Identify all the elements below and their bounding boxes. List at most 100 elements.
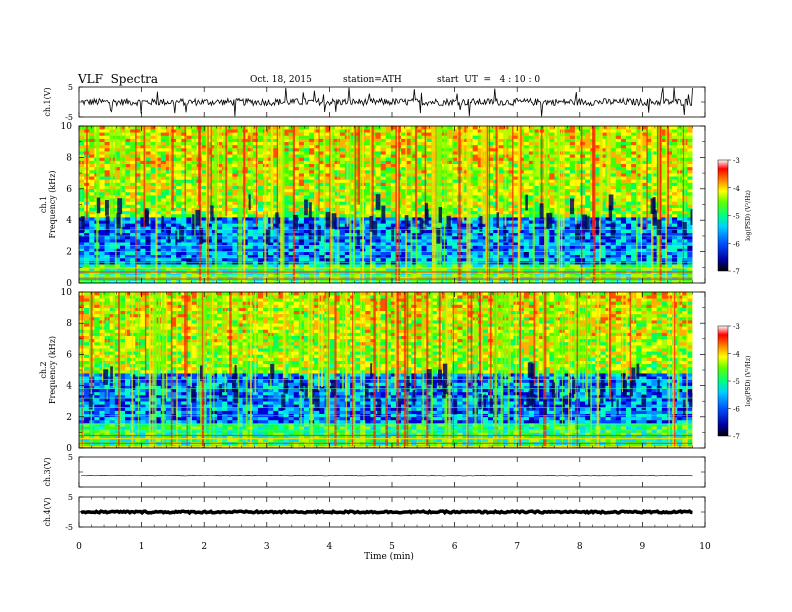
spectrogram-cell <box>493 226 499 230</box>
spectrogram-cell <box>615 195 622 199</box>
spectrogram-cell <box>309 254 315 259</box>
spectrogram-cell <box>523 213 530 218</box>
spectrogram-cell <box>355 273 361 278</box>
spectrogram-cell <box>421 207 427 212</box>
spectrogram-cell <box>222 273 228 278</box>
spectrogram-cell <box>595 245 601 249</box>
spectrogram-cell <box>344 226 351 230</box>
spectrogram-cell <box>227 217 233 221</box>
spectrogram-cell <box>99 257 105 262</box>
spectrogram-cell <box>370 273 376 278</box>
spectrogram-cell <box>646 251 652 256</box>
spectrogram-cell <box>600 251 606 256</box>
spectrogram-cell <box>385 257 392 262</box>
spectrogram-cell <box>257 204 264 208</box>
spectrogram-cell <box>247 217 254 221</box>
spectrogram-cell <box>206 248 213 252</box>
spectrogram-cell <box>646 217 652 221</box>
spectrogram-cell <box>349 254 356 259</box>
spectrogram-cell <box>549 160 555 164</box>
spectrogram-cell <box>631 163 637 168</box>
spectrogram-cell <box>682 217 688 221</box>
spectrogram-cell <box>472 163 479 168</box>
spectrogram-cell <box>201 217 208 221</box>
spectrogram-cell <box>145 273 151 278</box>
spectrogram-cell <box>646 179 652 183</box>
spectrogram-cell <box>155 226 162 230</box>
spectrogram-cell <box>631 235 637 240</box>
spectrogram-cell <box>661 157 668 161</box>
spectrogram-cell <box>421 188 427 193</box>
spectrogram-cell <box>426 226 433 230</box>
spectrogram-cell <box>140 264 146 268</box>
spectrogram-cell <box>390 191 397 196</box>
spectrogram-cell <box>145 251 151 256</box>
spectrogram-cell <box>293 163 300 168</box>
spectrogram-cell <box>176 195 182 199</box>
spectrogram-cell <box>165 248 172 252</box>
spectrogram-cell <box>528 195 535 199</box>
spectrogram-cell <box>319 176 325 180</box>
spectrogram-cell <box>508 191 514 196</box>
spectrogram-cell <box>477 195 484 199</box>
spectrogram-cell <box>150 188 156 193</box>
spectrogram-cell <box>309 173 315 177</box>
spectrogram-cell <box>201 226 208 230</box>
spectrogram-cell <box>605 229 611 234</box>
spectrogram-cell <box>130 160 136 164</box>
spectrogram-cell <box>549 229 555 234</box>
spectrogram-cell <box>426 251 433 256</box>
spectrogram-cell <box>636 264 642 268</box>
spectrogram-cell <box>355 264 361 268</box>
spectrogram-cell <box>380 242 387 246</box>
spectrogram-cell <box>257 179 264 183</box>
spectrogram-cell <box>539 220 545 224</box>
spectrogram-cell <box>534 198 540 202</box>
spectrogram-cell <box>155 204 162 208</box>
spectrogram-cell <box>222 257 228 262</box>
spectrogram-cell <box>293 198 300 202</box>
spectrogram-cell <box>217 198 223 202</box>
spectrogram-cell <box>564 276 571 281</box>
spectrogram-cell <box>145 264 151 268</box>
spectrogram-cell <box>626 191 632 196</box>
spectrogram-cell <box>365 273 371 278</box>
spectrogram-cell <box>513 213 519 218</box>
spectrogram-cell <box>150 204 156 208</box>
spectrogram-cell <box>293 160 300 164</box>
spectrogram-cell <box>283 195 289 199</box>
spectrogram-cell <box>620 195 627 199</box>
spectrogram-cell <box>411 160 417 164</box>
spectrogram-cell <box>201 160 208 164</box>
spectrogram-cell <box>600 191 606 196</box>
spectrogram-cell <box>677 229 683 234</box>
spectrogram-cell <box>99 179 105 183</box>
spectrogram-cell <box>610 257 617 262</box>
spectrogram-cell <box>130 242 136 246</box>
spectrogram-cell <box>181 232 187 237</box>
spectrogram-cell <box>615 185 622 190</box>
spectrogram-cell <box>677 235 683 240</box>
spectrogram-cell <box>324 248 330 252</box>
spectrogram-cell <box>232 207 238 212</box>
spectrogram-cell <box>472 169 479 174</box>
spectrogram-cell <box>309 251 315 256</box>
spectrogram-cell <box>314 204 320 208</box>
spectrogram-cell <box>140 166 146 171</box>
spectrogram-cell <box>421 169 427 174</box>
spectrogram-cell <box>421 157 427 161</box>
spectrogram-cell <box>666 251 673 256</box>
spectrogram-cell <box>595 267 601 271</box>
spectrogram-cell <box>620 157 627 161</box>
spectrogram-cell <box>564 195 571 199</box>
spectrogram-cell <box>406 245 412 249</box>
spectrogram-cell <box>687 223 693 227</box>
spectrogram-cell <box>130 210 136 215</box>
spectrogram-cell <box>421 276 427 281</box>
spectrogram-cell <box>176 160 182 164</box>
spectrogram-cell <box>426 232 433 237</box>
spectrogram-cell <box>661 273 668 278</box>
spectrogram-cell <box>309 248 315 252</box>
spectrogram-cell <box>513 248 519 252</box>
